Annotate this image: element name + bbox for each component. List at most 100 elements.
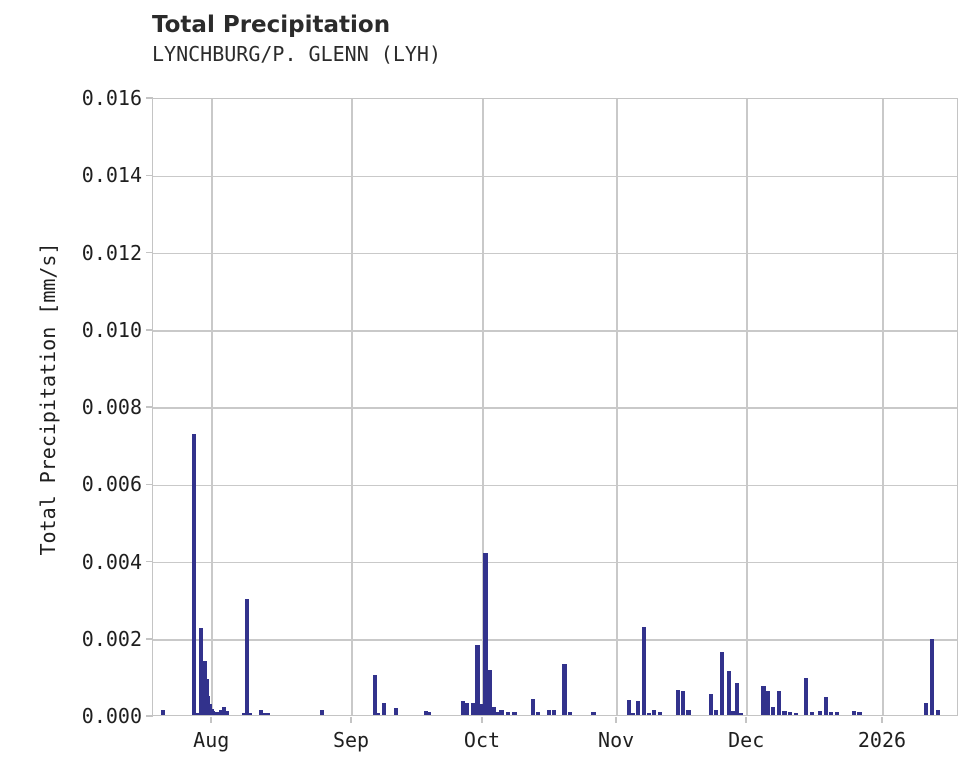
bar — [714, 710, 719, 715]
bar — [793, 712, 798, 715]
y-tick-mark — [146, 560, 153, 563]
bar — [834, 711, 839, 715]
gridline-horizontal — [153, 484, 957, 486]
bar — [546, 709, 551, 715]
bar — [160, 710, 165, 715]
bar — [491, 707, 496, 715]
x-tick-label: Dec — [728, 728, 765, 752]
bar — [487, 670, 492, 715]
bar — [242, 712, 247, 715]
bar — [245, 599, 250, 715]
bar — [657, 712, 663, 715]
y-tick-label: 0.004 — [81, 549, 142, 574]
x-axis-tick-labels: Aug Sep Oct Nov Dec 2026 — [0, 728, 980, 768]
y-tick-label: 0.010 — [81, 317, 142, 342]
x-tick-mark — [615, 717, 617, 723]
bar — [530, 699, 535, 715]
bar — [192, 434, 197, 715]
bar — [829, 712, 834, 715]
bar — [591, 711, 596, 715]
x-tick-label: Nov — [598, 728, 635, 752]
bar — [219, 709, 224, 715]
bar — [646, 712, 652, 715]
x-tick-label: 2026 — [857, 728, 907, 752]
bar — [265, 712, 270, 715]
bar — [804, 677, 809, 715]
y-axis-tick-labels: 0.000 0.002 0.004 0.006 0.008 0.010 0.012 0.014… — [0, 0, 142, 780]
bar — [686, 709, 691, 715]
bar — [262, 712, 267, 715]
bar — [823, 697, 828, 715]
y-tick-label: 0.006 — [81, 472, 142, 497]
gridline-horizontal — [153, 561, 957, 564]
bar — [222, 706, 227, 715]
bar — [924, 702, 929, 715]
bar — [464, 702, 470, 715]
bar — [381, 703, 386, 715]
x-tick-label: Aug — [193, 728, 230, 752]
bar — [505, 711, 511, 715]
bar — [512, 712, 517, 715]
bar — [675, 689, 680, 715]
gridline-horizontal — [153, 407, 957, 409]
x-tick-label: Sep — [332, 728, 370, 752]
gridline-horizontal — [153, 175, 957, 177]
bar — [635, 701, 640, 715]
bar — [426, 711, 432, 715]
gridline-vertical — [211, 99, 213, 715]
gridline-vertical — [882, 99, 884, 715]
y-tick-mark — [146, 251, 153, 254]
bar — [216, 711, 221, 715]
bar — [630, 712, 636, 715]
bar — [210, 711, 216, 715]
gridline-vertical — [616, 99, 618, 715]
plot-area — [152, 98, 958, 716]
bar — [626, 700, 632, 715]
bar — [782, 711, 787, 715]
bar — [372, 674, 378, 715]
bar — [213, 712, 218, 715]
y-tick-mark — [146, 406, 153, 408]
bar — [726, 670, 731, 715]
bar — [198, 627, 204, 715]
bar — [709, 693, 714, 715]
bar — [562, 663, 567, 715]
bar-series — [153, 99, 957, 715]
gridline-horizontal — [153, 252, 957, 255]
y-tick-mark — [146, 483, 153, 485]
y-tick-mark — [146, 174, 153, 176]
bar — [195, 713, 200, 715]
y-tick-label: 0.012 — [81, 240, 142, 265]
bar — [809, 711, 814, 715]
y-tick-label: 0.014 — [81, 163, 142, 188]
bar — [258, 710, 264, 715]
gridlines — [153, 99, 957, 715]
bar — [730, 710, 735, 715]
bar — [734, 683, 740, 715]
bar — [681, 690, 686, 715]
bar — [376, 712, 381, 715]
bar — [817, 711, 823, 715]
bar — [460, 701, 465, 715]
bar — [641, 626, 646, 715]
bar — [393, 708, 398, 715]
bar — [851, 711, 856, 715]
y-tick-mark — [146, 638, 153, 640]
y-tick-label: 0.016 — [81, 86, 142, 110]
bar — [776, 691, 781, 715]
gridline-vertical — [746, 99, 748, 715]
gridline-horizontal — [153, 639, 957, 641]
bar — [568, 711, 573, 715]
bar — [225, 711, 230, 715]
y-tick-mark — [146, 715, 153, 717]
bar — [479, 704, 484, 715]
chart-subtitle: LYNCHBURG/P. GLENN (LYH) — [152, 42, 441, 66]
bar — [471, 703, 476, 715]
bar — [765, 691, 770, 715]
bar — [719, 652, 724, 715]
gridline-vertical — [351, 99, 353, 715]
bar — [475, 645, 480, 715]
bar — [857, 711, 862, 715]
bar — [771, 707, 776, 715]
x-tick-mark — [881, 717, 883, 723]
